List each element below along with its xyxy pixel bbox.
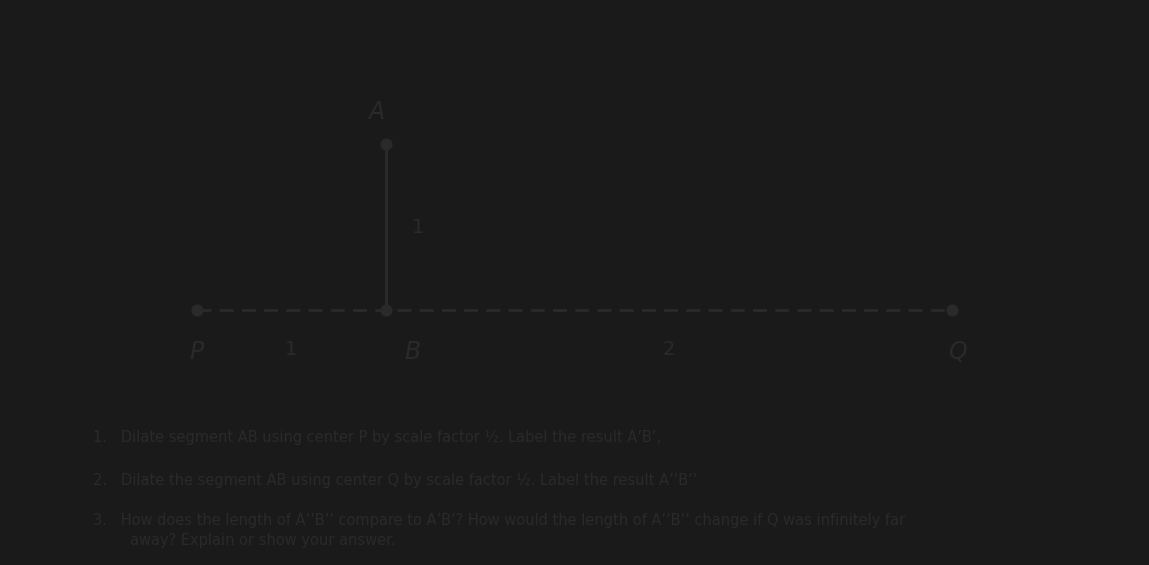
Text: Q: Q bbox=[948, 340, 967, 364]
Text: A: A bbox=[368, 100, 385, 124]
Text: 2: 2 bbox=[663, 340, 676, 359]
Text: 2.   Dilate the segment AB using center Q by scale factor ½. Label the result A’: 2. Dilate the segment AB using center Q … bbox=[93, 473, 697, 488]
Text: B: B bbox=[404, 340, 421, 364]
Text: 1: 1 bbox=[412, 218, 424, 237]
Text: 3.   How does the length of A’’B’’ compare to A’B’? How would the length of A’’B: 3. How does the length of A’’B’’ compare… bbox=[93, 513, 905, 547]
Text: 1.   Dilate segment AB using center P by scale factor ½. Label the result A’B’,: 1. Dilate segment AB using center P by s… bbox=[93, 430, 661, 445]
Point bbox=[377, 306, 395, 315]
Point bbox=[377, 140, 395, 149]
Text: P: P bbox=[190, 340, 205, 364]
Text: 1: 1 bbox=[285, 340, 298, 359]
Point bbox=[943, 306, 962, 315]
Point bbox=[187, 306, 206, 315]
